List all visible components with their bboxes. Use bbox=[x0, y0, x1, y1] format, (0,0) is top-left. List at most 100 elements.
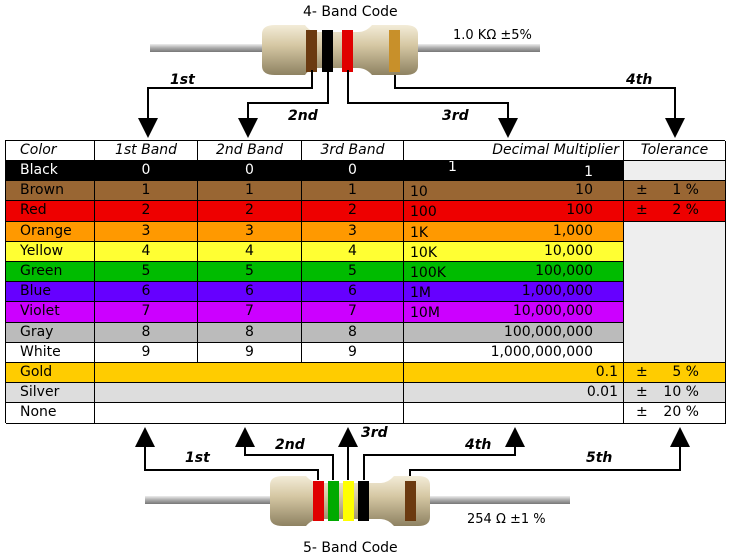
multiplier-cell: 100,000,000 bbox=[404, 323, 624, 343]
multiplier-cell: 0.1 bbox=[404, 363, 624, 383]
multiplier-short: 1K bbox=[410, 225, 429, 241]
label-3rd-bottom: 3rd bbox=[361, 425, 388, 441]
multiplier-cell: 100 100 bbox=[404, 201, 624, 222]
band-empty-cell bbox=[95, 403, 404, 424]
tolerance-value: 10 % bbox=[663, 384, 699, 400]
band-digit: 5 bbox=[245, 263, 254, 279]
multiplier-value: 10,000,000 bbox=[512, 303, 593, 319]
label-1st-bottom: 1st bbox=[185, 450, 210, 466]
multiplier-value: 1,000,000,000 bbox=[490, 344, 593, 360]
band-3-cell: 5 bbox=[302, 262, 404, 282]
band-digit: 7 bbox=[348, 303, 357, 319]
multiplier-cell: 100K 100,000 bbox=[404, 262, 624, 282]
color-name-cell: Silver bbox=[6, 383, 95, 403]
tolerance-cell bbox=[624, 161, 726, 181]
band-3-cell: 8 bbox=[302, 323, 404, 343]
multiplier-cell: 10 10 bbox=[404, 181, 624, 201]
color-name-cell: Red bbox=[6, 201, 95, 222]
band-3-cell: 3 bbox=[302, 222, 404, 242]
color-name: Black bbox=[20, 162, 58, 178]
band-2-cell: 2 bbox=[198, 201, 302, 222]
five-band-title: 5- Band Code bbox=[303, 540, 398, 556]
multiplier-short: 1M bbox=[410, 285, 431, 301]
multiplier-value: 10 bbox=[575, 182, 593, 198]
band-1-cell: 3 bbox=[95, 222, 198, 242]
band-3-cell: 0 bbox=[302, 161, 404, 181]
band-2-cell: 0 bbox=[198, 161, 302, 181]
label-2nd-bottom: 2nd bbox=[275, 437, 305, 453]
band-digit: 7 bbox=[245, 303, 254, 319]
multiplier-short: 100K bbox=[410, 265, 446, 281]
multiplier-cell: 10M 10,000,000 bbox=[404, 302, 624, 323]
band-3-cell: 9 bbox=[302, 343, 404, 363]
tolerance-value: 1 % bbox=[672, 182, 699, 198]
color-band bbox=[306, 30, 317, 72]
five-band-value: 254 Ω ±1 % bbox=[467, 512, 546, 527]
band-digit: 9 bbox=[245, 344, 254, 360]
band-2-cell: 5 bbox=[198, 262, 302, 282]
color-name: Brown bbox=[20, 182, 64, 198]
band-1-cell: 6 bbox=[95, 282, 198, 302]
header-label: 1st Band bbox=[114, 142, 178, 158]
plus-minus: ± bbox=[636, 202, 648, 218]
color-band bbox=[322, 30, 333, 72]
header-label: 2nd Band bbox=[215, 142, 284, 158]
multiplier-short: 100 bbox=[410, 204, 437, 220]
header-label: 3rd Band bbox=[320, 142, 385, 158]
tolerance-cell: ±2 % bbox=[624, 201, 726, 222]
multiplier-short: 10 bbox=[410, 184, 428, 200]
label-1st: 1st bbox=[170, 72, 195, 88]
four-band-value: 1.0 KΩ ±5% bbox=[453, 28, 532, 43]
multiplier-value: 1,000,000 bbox=[521, 283, 593, 299]
plus-minus: ± bbox=[636, 404, 648, 420]
color-name: Orange bbox=[20, 223, 72, 239]
band-1-cell: 5 bbox=[95, 262, 198, 282]
band-digit: 8 bbox=[348, 324, 357, 340]
header-label: Tolerance bbox=[640, 142, 709, 158]
plus-minus: ± bbox=[636, 364, 648, 380]
multiplier-value: 0.1 bbox=[595, 364, 618, 380]
band-digit: 2 bbox=[245, 202, 254, 218]
top-resistor bbox=[150, 25, 540, 75]
band-digit: 3 bbox=[141, 223, 151, 239]
multiplier-value: 1 bbox=[584, 164, 593, 180]
multiplier-value: 1,000 bbox=[552, 223, 593, 239]
label-4th: 4th bbox=[626, 72, 653, 88]
color-name-cell: Green bbox=[6, 262, 95, 282]
band-digit: 4 bbox=[141, 243, 151, 259]
band-2-cell: 3 bbox=[198, 222, 302, 242]
color-name-cell: Brown bbox=[6, 181, 95, 201]
color-name-cell: White bbox=[6, 343, 95, 363]
table-header: 3rd Band bbox=[302, 141, 404, 161]
arrows bbox=[135, 70, 690, 480]
band-digit: 7 bbox=[141, 303, 151, 319]
color-name-cell: Blue bbox=[6, 282, 95, 302]
band-digit: 6 bbox=[141, 283, 151, 299]
table-header: Color bbox=[6, 141, 95, 161]
tolerance-cell: ±10 % bbox=[624, 383, 726, 403]
band-digit: 5 bbox=[348, 263, 357, 279]
band-digit: 9 bbox=[141, 344, 151, 360]
band-2-cell: 4 bbox=[198, 242, 302, 262]
band-2-cell: 7 bbox=[198, 302, 302, 323]
multiplier-value: 10,000 bbox=[544, 243, 593, 259]
band-digit: 1 bbox=[348, 182, 357, 198]
color-name: None bbox=[20, 404, 57, 420]
color-name-cell: Violet bbox=[6, 302, 95, 323]
band-digit: 8 bbox=[245, 324, 254, 340]
band-2-cell: 6 bbox=[198, 282, 302, 302]
band-2-cell: 1 bbox=[198, 181, 302, 201]
color-name: Yellow bbox=[20, 243, 64, 259]
plus-minus: ± bbox=[636, 182, 648, 198]
multiplier-value: 0.01 bbox=[586, 384, 618, 400]
band-digit: 4 bbox=[348, 243, 357, 259]
color-band bbox=[342, 30, 353, 72]
color-band bbox=[328, 481, 339, 521]
tolerance-value: 2 % bbox=[672, 202, 699, 218]
band-digit: 0 bbox=[245, 162, 254, 178]
multiplier-cell: 10K 10,000 bbox=[404, 242, 624, 262]
label-3rd: 3rd bbox=[442, 108, 469, 124]
